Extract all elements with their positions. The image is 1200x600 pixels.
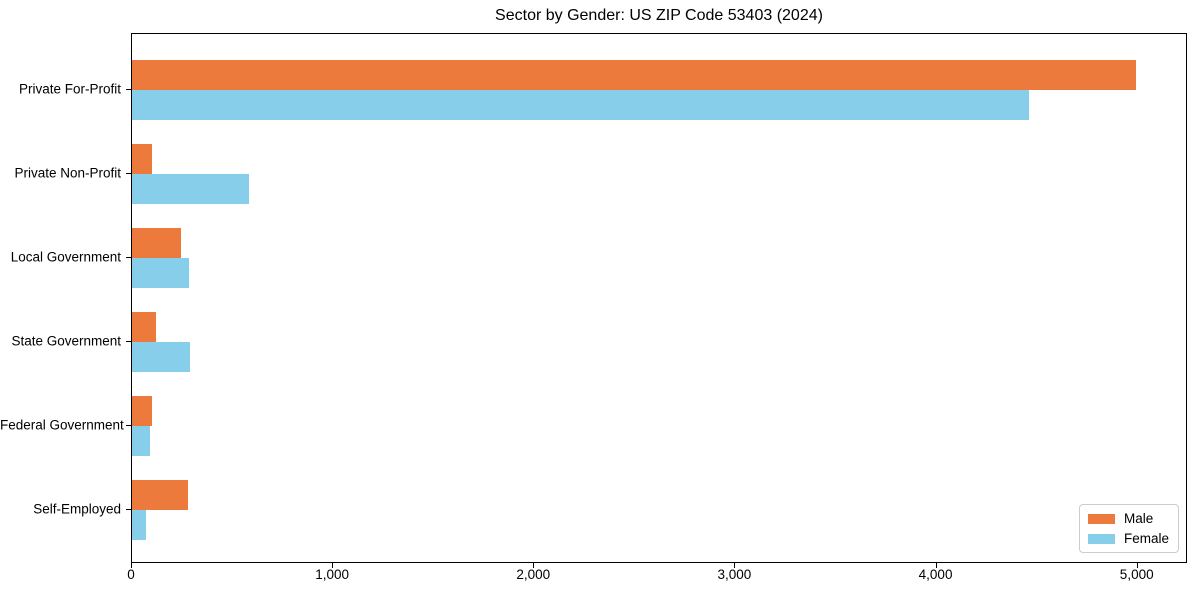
bar-male-5 — [132, 479, 189, 510]
x-tick-mark — [935, 563, 937, 568]
legend-item-female: Female — [1087, 531, 1169, 546]
y-axis-label: Federal Government — [0, 417, 124, 433]
plot-area — [131, 33, 1187, 563]
legend-label: Female — [1123, 531, 1169, 546]
bar-female-1 — [132, 173, 250, 204]
y-axis-label: State Government — [11, 333, 121, 349]
x-tick-mark — [734, 563, 736, 568]
y-axis-label: Local Government — [10, 249, 121, 265]
bar-female-0 — [132, 89, 1030, 120]
y-tick-mark — [126, 256, 131, 258]
legend-swatch-male — [1087, 513, 1115, 524]
x-tick-label: 0 — [127, 567, 135, 582]
bar-male-4 — [132, 395, 153, 426]
legend-swatch-female — [1087, 533, 1115, 544]
bar-female-3 — [132, 341, 191, 372]
x-tick-mark — [533, 563, 535, 568]
x-tick-label: 5,000 — [1119, 567, 1154, 582]
bar-female-4 — [132, 425, 151, 456]
x-tick-mark — [332, 563, 334, 568]
bar-male-2 — [132, 227, 182, 258]
y-axis-label: Private Non-Profit — [14, 165, 121, 181]
bar-male-1 — [132, 143, 153, 174]
y-tick-mark — [126, 508, 131, 510]
bar-female-5 — [132, 509, 147, 540]
legend-label: Male — [1123, 511, 1154, 526]
y-tick-mark — [126, 340, 131, 342]
y-axis-label: Private For-Profit — [18, 81, 121, 97]
legend-item-male: Male — [1087, 511, 1169, 526]
chart-title: Sector by Gender: US ZIP Code 53403 (202… — [495, 7, 823, 24]
bar-female-2 — [132, 257, 190, 288]
x-tick-label: 3,000 — [717, 567, 752, 582]
x-tick-label: 2,000 — [516, 567, 551, 582]
legend: Male Female — [1078, 504, 1179, 553]
y-tick-mark — [126, 172, 131, 174]
x-tick-label: 1,000 — [315, 567, 350, 582]
x-tick-mark — [1136, 563, 1138, 568]
bar-male-3 — [132, 311, 157, 342]
bar-male-0 — [132, 59, 1136, 90]
x-tick-mark — [131, 563, 132, 568]
y-tick-mark — [126, 424, 131, 426]
y-tick-mark — [126, 88, 131, 90]
x-tick-label: 4,000 — [918, 567, 953, 582]
y-axis-label: Self-Employed — [33, 501, 121, 517]
